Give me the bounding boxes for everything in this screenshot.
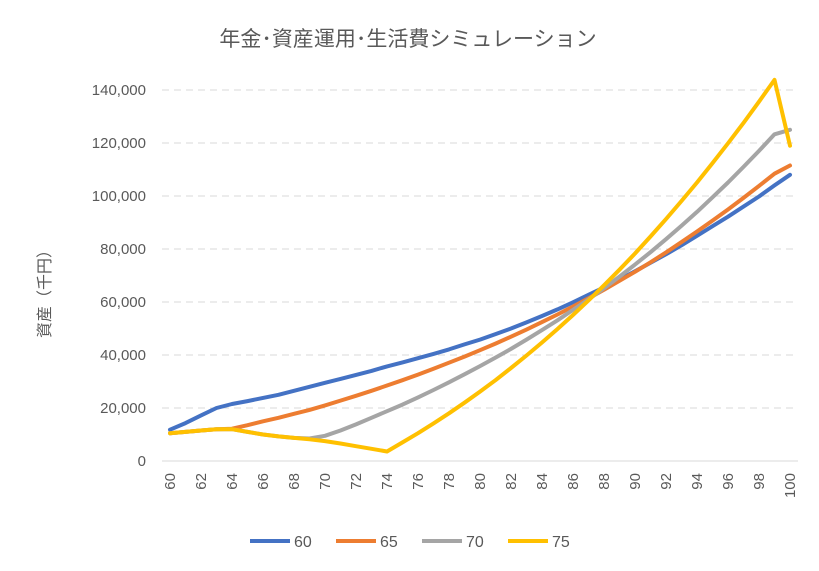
x-tick-label: 96 [720,473,737,490]
series-line-60 [168,172,792,432]
y-tick-label: 140,000 [92,82,146,99]
legend-label-65: 65 [380,534,398,551]
y-tick-label: 0 [138,453,146,470]
legend-label-60: 60 [294,534,312,551]
x-tick-label: 80 [472,473,489,490]
x-axis-ticks: 60 62 64 66 68 70 72 74 76 78 80 82 84 86 88 90 92 94 96 98… [162,473,799,498]
x-tick-label: 70 [317,473,334,490]
y-tick-label: 40,000 [100,347,146,364]
x-tick-label: 100 [782,473,799,498]
x-tick-label: 94 [689,473,706,490]
y-tick-label: 60,000 [100,294,146,311]
x-tick-label: 64 [224,473,241,490]
x-tick-label: 60 [162,473,179,490]
chart-title: 年金･資産運用･生活費シミュレーション [219,27,596,51]
x-tick-label: 66 [255,473,272,490]
series-line-75 [168,77,792,454]
legend-label-70: 70 [466,534,484,551]
x-tick-label: 76 [410,473,427,490]
x-tick-label: 90 [627,473,644,490]
y-axis-ticks: 0 20,000 40,000 60,000 80,000 100,000 120,000 1… [92,82,146,470]
y-tick-label: 80,000 [100,241,146,258]
legend-label-75: 75 [552,534,570,551]
gridlines [162,89,798,462]
series-lines [168,77,792,454]
y-tick-label: 100,000 [92,188,146,205]
x-tick-label: 72 [348,473,365,490]
series-line-65 [168,163,792,436]
y-tick-label: 20,000 [100,400,146,417]
y-axis-label: 資産（千円） [35,242,54,338]
y-tick-label: 120,000 [92,135,146,152]
x-tick-label: 68 [286,473,303,490]
legend: 60 65 70 75 [250,534,570,551]
x-tick-label: 78 [441,473,458,490]
x-tick-label: 74 [379,473,396,490]
x-tick-label: 84 [534,473,551,490]
x-tick-label: 92 [658,473,675,490]
x-tick-label: 82 [503,473,520,490]
x-tick-label: 62 [193,473,210,490]
x-tick-label: 98 [751,473,768,490]
x-tick-label: 86 [565,473,582,490]
x-tick-label: 88 [596,473,613,490]
